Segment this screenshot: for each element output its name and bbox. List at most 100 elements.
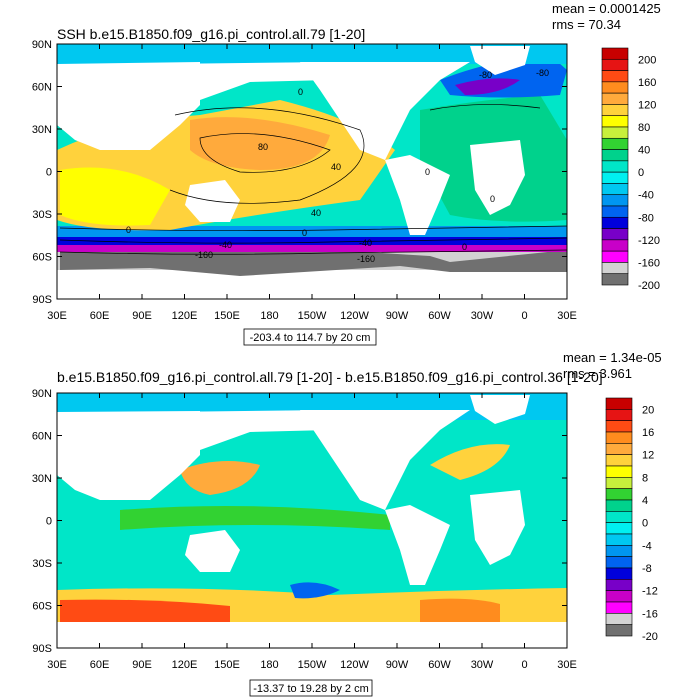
y-tick-label: 90N xyxy=(32,39,52,51)
range-box: -203.4 to 114.7 by 20 cm xyxy=(243,328,377,346)
x-tick-label: 90W xyxy=(386,310,409,322)
greenland xyxy=(470,395,530,424)
axes: 30E 60E 90E 120E 150E 180 150W 120W 90W 60W 30W 0 30… xyxy=(32,39,577,322)
colorbar-swatch xyxy=(605,545,633,557)
contour-label: 0 xyxy=(126,225,131,235)
panel-title: SSH b.e15.B1850.f09_g16.pi_control.all.7… xyxy=(57,26,365,42)
panel-title: b.e15.B1850.f09_g16.pi_control.all.79 [1… xyxy=(57,369,603,385)
colorbar-label: 8 xyxy=(642,472,648,484)
map-field xyxy=(57,393,567,648)
colorbar-swatch xyxy=(605,420,633,433)
y-tick-label: 0 xyxy=(46,167,52,179)
kuroshio-warm xyxy=(180,461,260,495)
colorbar-swatch xyxy=(601,228,629,241)
pacific-high-core xyxy=(190,117,330,170)
contour-label: -40 xyxy=(359,238,372,248)
colorbar-swatch xyxy=(601,47,629,60)
x-tick-label: 120E xyxy=(172,659,198,671)
colorbar-swatch xyxy=(601,70,629,83)
colorbar-swatch xyxy=(605,567,633,580)
contour-labels: 0 80 40 40 0 0 -40 -160 -160 -40 -80 -80… xyxy=(126,68,549,264)
colorbar-swatch xyxy=(605,477,633,489)
x-tick-label: 60W xyxy=(428,310,451,322)
colorbar-label: -20 xyxy=(642,631,658,643)
colorbar-swatch xyxy=(605,601,633,614)
colorbar-swatch xyxy=(605,613,633,625)
colorbar-label: 40 xyxy=(638,145,650,157)
map-field: 0 80 40 40 0 0 -40 -160 -160 -40 -80 -80… xyxy=(57,44,567,299)
north-america xyxy=(300,62,470,160)
colorbar-swatch xyxy=(601,126,629,139)
colorbar-label: -8 xyxy=(642,563,652,575)
eurasia xyxy=(160,410,330,480)
y-tick-label: 60S xyxy=(32,252,52,264)
x-tick-label: 120E xyxy=(172,310,198,322)
colorbar-swatch xyxy=(601,58,629,71)
x-tick-label: 60E xyxy=(90,310,110,322)
colorbar-label: -120 xyxy=(638,235,660,247)
southern-ocean-blue xyxy=(57,236,567,245)
y-tick-label: 30N xyxy=(32,473,52,485)
colorbar-label: 0 xyxy=(642,518,648,530)
y-tick-label: 30N xyxy=(32,124,52,136)
x-tick-label: 120W xyxy=(340,310,369,322)
colorbar-label: 120 xyxy=(638,99,656,111)
colorbar-label: 20 xyxy=(642,404,654,416)
eurasia xyxy=(160,62,330,130)
colorbar-swatch xyxy=(601,115,629,128)
x-tick-label: 150W xyxy=(298,310,327,322)
x-tick-label: 90W xyxy=(386,659,409,671)
contour-label: 0 xyxy=(462,242,467,252)
indian-ocean-high xyxy=(60,167,170,226)
colorbar-label: 0 xyxy=(638,167,644,179)
x-tick-label: 150E xyxy=(214,310,240,322)
colorbar-swatch xyxy=(605,443,633,455)
x-tick-label: 30W xyxy=(471,659,494,671)
contour-label: 0 xyxy=(298,87,303,97)
continents xyxy=(57,46,530,235)
colorbar-swatch xyxy=(601,149,629,162)
x-tick-label: 30W xyxy=(471,310,494,322)
south-america xyxy=(385,155,450,235)
colorbar-swatch xyxy=(601,194,629,207)
contour-label: 0 xyxy=(425,167,430,177)
contour-label: 80 xyxy=(258,142,268,152)
contour-line xyxy=(59,225,567,232)
contour-line xyxy=(199,133,331,173)
southern-ocean-magenta xyxy=(57,244,567,252)
stat-mean: mean = 0.0001425 xyxy=(552,1,661,16)
contour-line xyxy=(169,107,365,204)
colorbar-swatch xyxy=(601,273,629,286)
x-tick-label: 30E xyxy=(557,310,577,322)
southern-ocean-lightblue xyxy=(57,226,567,237)
range-label: -203.4 to 114.7 by 20 cm xyxy=(250,332,371,344)
colorbar-label: 16 xyxy=(642,427,654,439)
panel-difference: b.e15.B1850.f09_g16.pi_control.all.79 [1… xyxy=(32,350,662,697)
colorbar-label: -80 xyxy=(638,212,654,224)
colorbar-swatch xyxy=(601,239,629,252)
colorbar-label: -160 xyxy=(638,257,660,269)
panel-ssh: SSH b.e15.B1850.f09_g16.pi_control.all.7… xyxy=(32,1,661,346)
colorbar: 20 16 12 8 4 0 -4 -8 -12 -16 -20 xyxy=(605,397,658,643)
colorbar-swatch xyxy=(601,81,629,94)
colorbar-swatch xyxy=(601,92,629,105)
contour-line xyxy=(59,237,567,244)
x-tick-label: 30E xyxy=(47,659,67,671)
x-tick-label: 150W xyxy=(298,659,327,671)
colorbar-label: -4 xyxy=(642,540,652,552)
colorbar-swatch xyxy=(605,454,633,467)
colorbar-label: 160 xyxy=(638,77,656,89)
y-tick-label: 60N xyxy=(32,82,52,94)
y-tick-label: 60S xyxy=(32,601,52,613)
colorbar-swatch xyxy=(605,397,633,410)
x-tick-label: 180 xyxy=(260,659,278,671)
range-label: -13.37 to 19.28 by 2 cm xyxy=(253,683,369,695)
colorbar-swatch xyxy=(605,499,633,512)
x-tick-label: 60E xyxy=(90,659,110,671)
stat-rms: rms = 70.34 xyxy=(552,17,621,32)
x-tick-label: 90E xyxy=(132,310,152,322)
contour-line xyxy=(59,249,567,255)
colorbar-swatch xyxy=(601,104,629,117)
stat-rms: rms = 3.961 xyxy=(563,366,632,381)
contour-label: 40 xyxy=(331,162,341,172)
